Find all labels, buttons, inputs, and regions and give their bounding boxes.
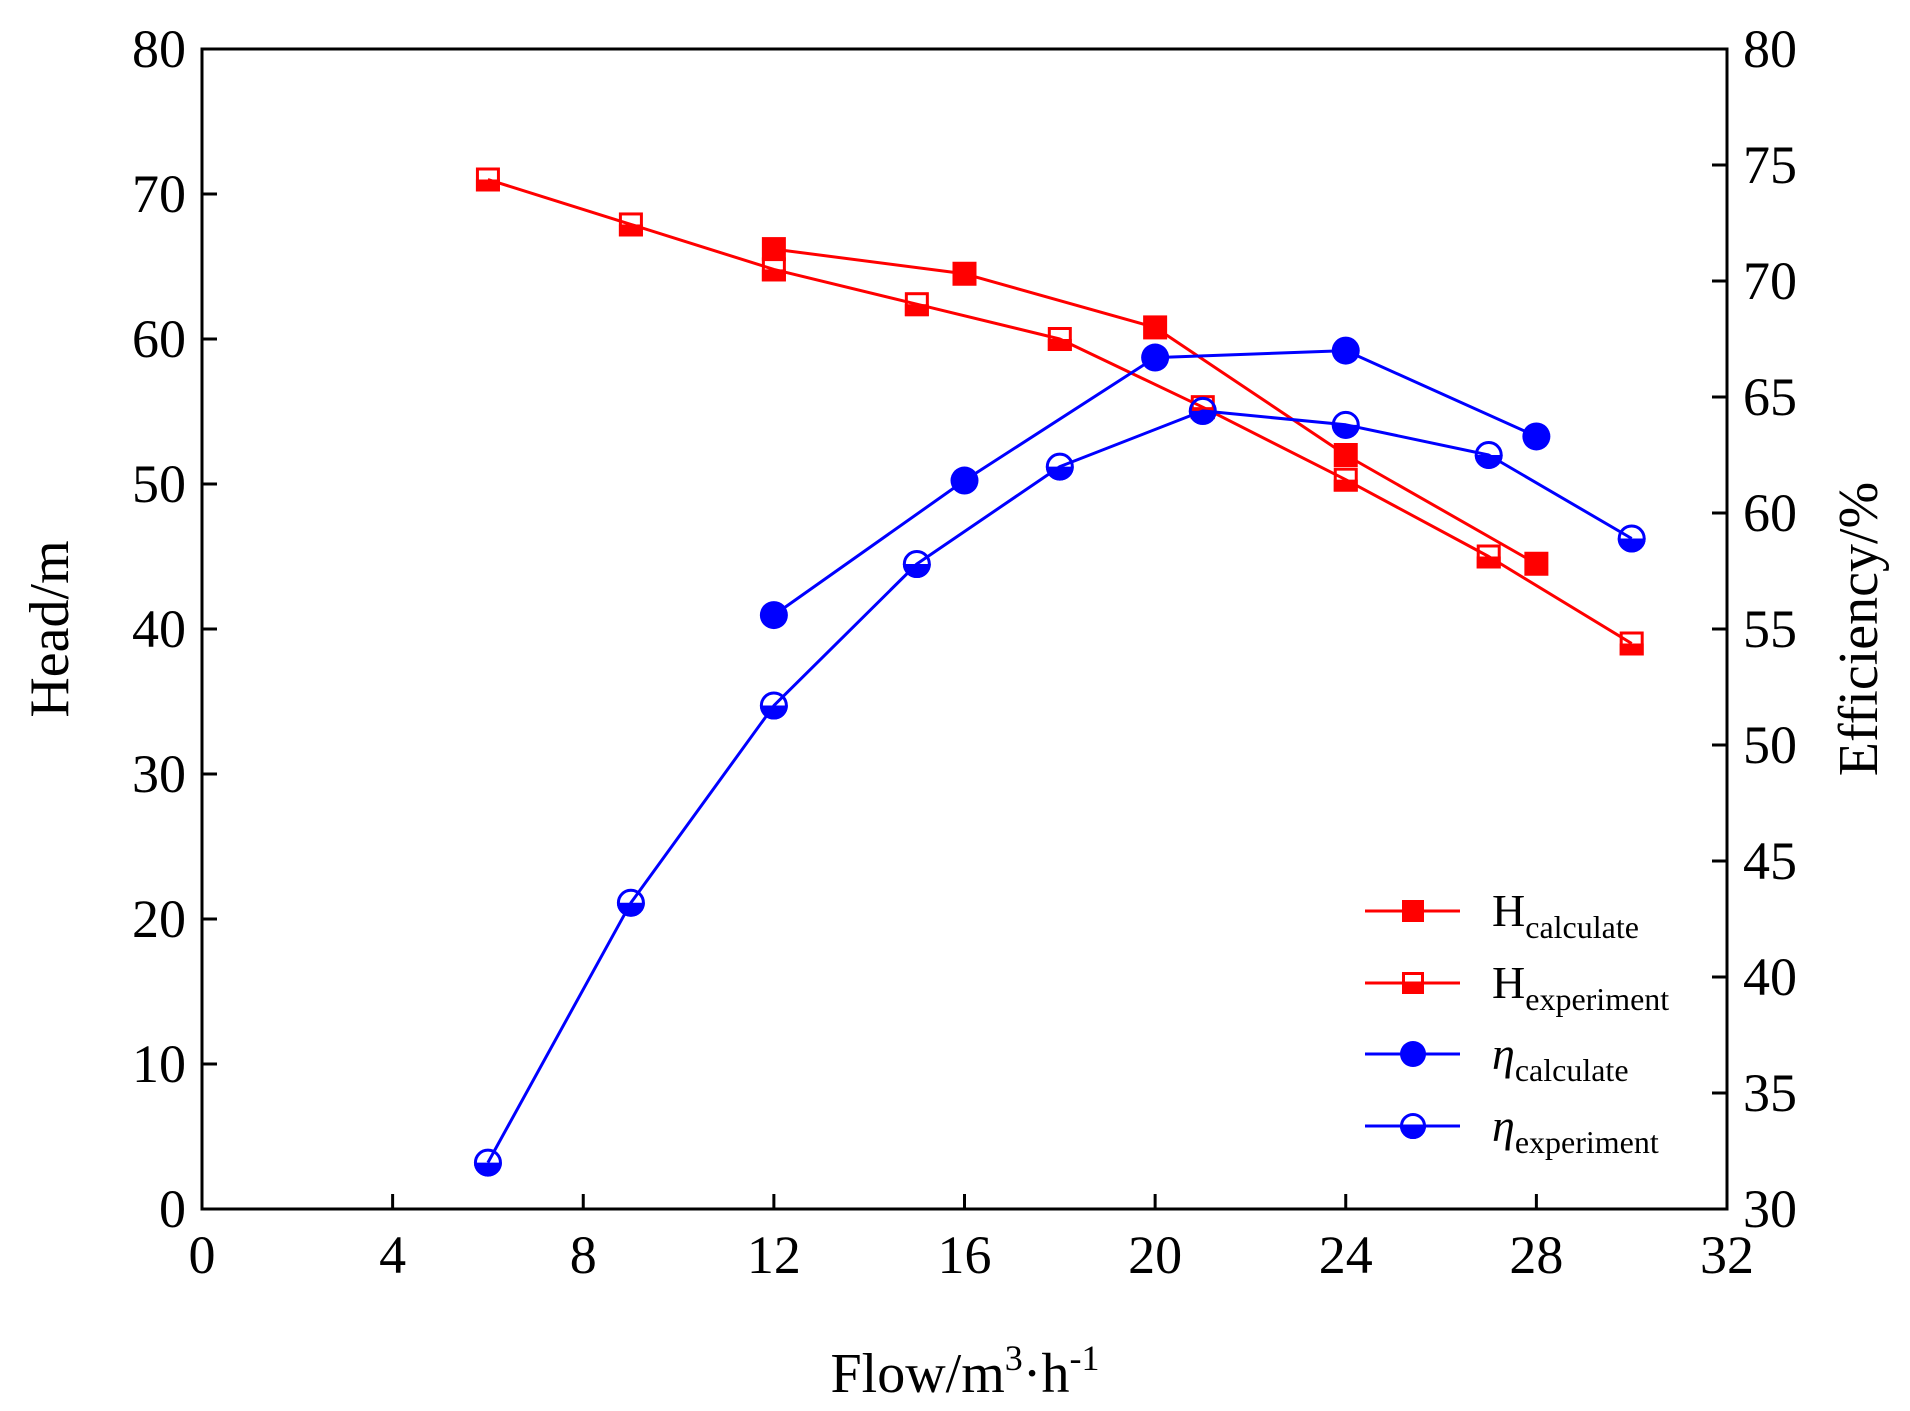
data-point-eta_experiment — [1188, 396, 1217, 425]
legend-item: ηcalculate — [1365, 1028, 1629, 1088]
y-left-tick-label: 60 — [132, 309, 186, 369]
data-point-eta_calculate — [1522, 422, 1551, 451]
data-point-eta_experiment — [473, 1148, 502, 1177]
data-point-H_calculate — [1143, 315, 1168, 340]
y-right-tick-label: 80 — [1743, 19, 1797, 79]
legend-item: Hexperiment — [1365, 957, 1669, 1017]
y-left-tick-label: 10 — [132, 1034, 186, 1094]
x-tick-label: 32 — [1700, 1225, 1754, 1285]
data-point-H_experiment — [904, 292, 929, 317]
x-tick-label: 4 — [379, 1225, 406, 1285]
x-tick-label: 16 — [938, 1225, 992, 1285]
data-point-eta_calculate — [1141, 343, 1170, 372]
y-right-tick-label: 60 — [1743, 483, 1797, 543]
legend-label: Hcalculate — [1492, 885, 1639, 945]
y-left-axis-title: Head/m — [19, 540, 81, 717]
x-tick-label: 24 — [1319, 1225, 1373, 1285]
data-point-eta_experiment — [616, 888, 645, 917]
data-point-H_experiment — [1333, 467, 1358, 492]
legend-item: Hcalculate — [1365, 885, 1639, 945]
legend-label: ηcalculate — [1492, 1028, 1629, 1088]
y-left-tick-label: 70 — [132, 164, 186, 224]
data-point-eta_experiment — [1474, 441, 1503, 469]
y-right-tick-label: 70 — [1743, 251, 1797, 311]
data-point-H_experiment — [761, 257, 786, 282]
x-tick-label: 8 — [570, 1225, 597, 1285]
data-point-H_experiment — [1047, 327, 1072, 351]
data-point-H_experiment — [1619, 631, 1644, 656]
data-point-eta_experiment — [759, 691, 788, 720]
data-point-eta_experiment — [902, 550, 931, 579]
data-point-eta_experiment — [1617, 524, 1646, 553]
x-tick-label: 0 — [189, 1225, 216, 1285]
y-right-tick-label: 65 — [1743, 367, 1797, 427]
legend-marker — [1402, 972, 1424, 994]
legend-label: ηexperiment — [1492, 1100, 1659, 1160]
y-left-tick-label: 40 — [132, 599, 186, 659]
data-point-H_calculate — [1333, 443, 1358, 467]
y-right-axis-title: Efficiency/% — [1828, 482, 1890, 776]
data-point-eta_experiment — [1045, 452, 1074, 481]
y-left-tick-label: 50 — [132, 454, 186, 514]
y-right-tick-label: 30 — [1743, 1179, 1797, 1239]
y-right-tick-label: 40 — [1743, 947, 1797, 1007]
y-right-tick-label: 35 — [1743, 1063, 1797, 1123]
y-left-tick-label: 80 — [132, 19, 186, 79]
data-point-eta_calculate — [950, 466, 979, 495]
x-axis-title: Flow/m3·h-1 — [831, 1338, 1100, 1405]
data-point-H_experiment — [1476, 544, 1501, 569]
legend-marker — [1402, 900, 1424, 922]
legend-marker — [1400, 1041, 1426, 1067]
series-line-eta_calculate — [773, 349, 1538, 617]
legend: Hcalculate Hexperiment ηcalculate ηexperime… — [1365, 885, 1669, 1160]
legend-marker — [1400, 1113, 1426, 1139]
y-right-tick-label: 55 — [1743, 599, 1797, 659]
legend-item: ηexperiment — [1365, 1100, 1659, 1160]
x-tick-label: 28 — [1509, 1225, 1563, 1285]
data-point-eta_calculate — [759, 601, 788, 630]
y-left-tick-label: 0 — [159, 1179, 186, 1239]
data-point-H_experiment — [618, 212, 643, 237]
data-point-H_experiment — [475, 167, 500, 192]
series-line-eta_experiment — [486, 409, 1633, 1164]
y-right-tick-label: 75 — [1743, 135, 1797, 195]
legend-label: Hexperiment — [1492, 957, 1669, 1017]
y-left-tick-label: 30 — [132, 744, 186, 804]
data-point-H_calculate — [1524, 551, 1549, 576]
x-tick-label: 20 — [1128, 1225, 1182, 1285]
data-point-H_calculate — [952, 261, 977, 286]
y-right-tick-label: 45 — [1743, 831, 1797, 891]
y-left-tick-label: 20 — [132, 889, 186, 949]
data-point-eta_calculate — [1331, 336, 1360, 365]
series-line-H_experiment — [487, 178, 1633, 645]
x-tick-label: 12 — [747, 1225, 801, 1285]
data-point-eta_experiment — [1331, 410, 1360, 439]
y-right-tick-label: 50 — [1743, 715, 1797, 775]
data-point-H_calculate — [761, 237, 786, 262]
